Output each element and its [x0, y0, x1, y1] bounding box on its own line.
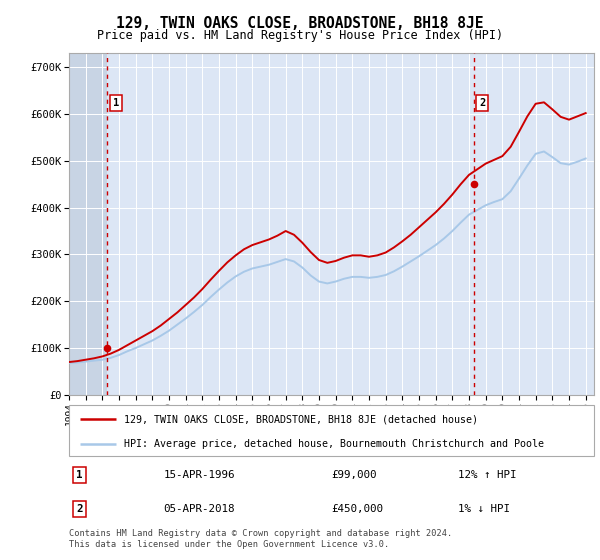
Text: 1% ↓ HPI: 1% ↓ HPI [458, 503, 509, 514]
Text: 05-APR-2018: 05-APR-2018 [163, 503, 235, 514]
Text: 1: 1 [113, 98, 119, 108]
Bar [69, 53, 107, 395]
Text: Price paid vs. HM Land Registry's House Price Index (HPI): Price paid vs. HM Land Registry's House … [97, 29, 503, 42]
Text: 129, TWIN OAKS CLOSE, BROADSTONE, BH18 8JE: 129, TWIN OAKS CLOSE, BROADSTONE, BH18 8… [116, 16, 484, 31]
Text: 129, TWIN OAKS CLOSE, BROADSTONE, BH18 8JE (detached house): 129, TWIN OAKS CLOSE, BROADSTONE, BH18 8… [124, 414, 478, 424]
Text: 1: 1 [76, 470, 83, 480]
Text: HPI: Average price, detached house, Bournemouth Christchurch and Poole: HPI: Average price, detached house, Bour… [124, 438, 544, 449]
Text: £450,000: £450,000 [331, 503, 383, 514]
Text: 12% ↑ HPI: 12% ↑ HPI [458, 470, 516, 480]
Text: £99,000: £99,000 [331, 470, 377, 480]
FancyBboxPatch shape [69, 405, 594, 456]
Text: 2: 2 [479, 98, 485, 108]
Text: 15-APR-1996: 15-APR-1996 [163, 470, 235, 480]
Text: Contains HM Land Registry data © Crown copyright and database right 2024.
This d: Contains HM Land Registry data © Crown c… [69, 529, 452, 549]
Text: 2: 2 [76, 503, 83, 514]
